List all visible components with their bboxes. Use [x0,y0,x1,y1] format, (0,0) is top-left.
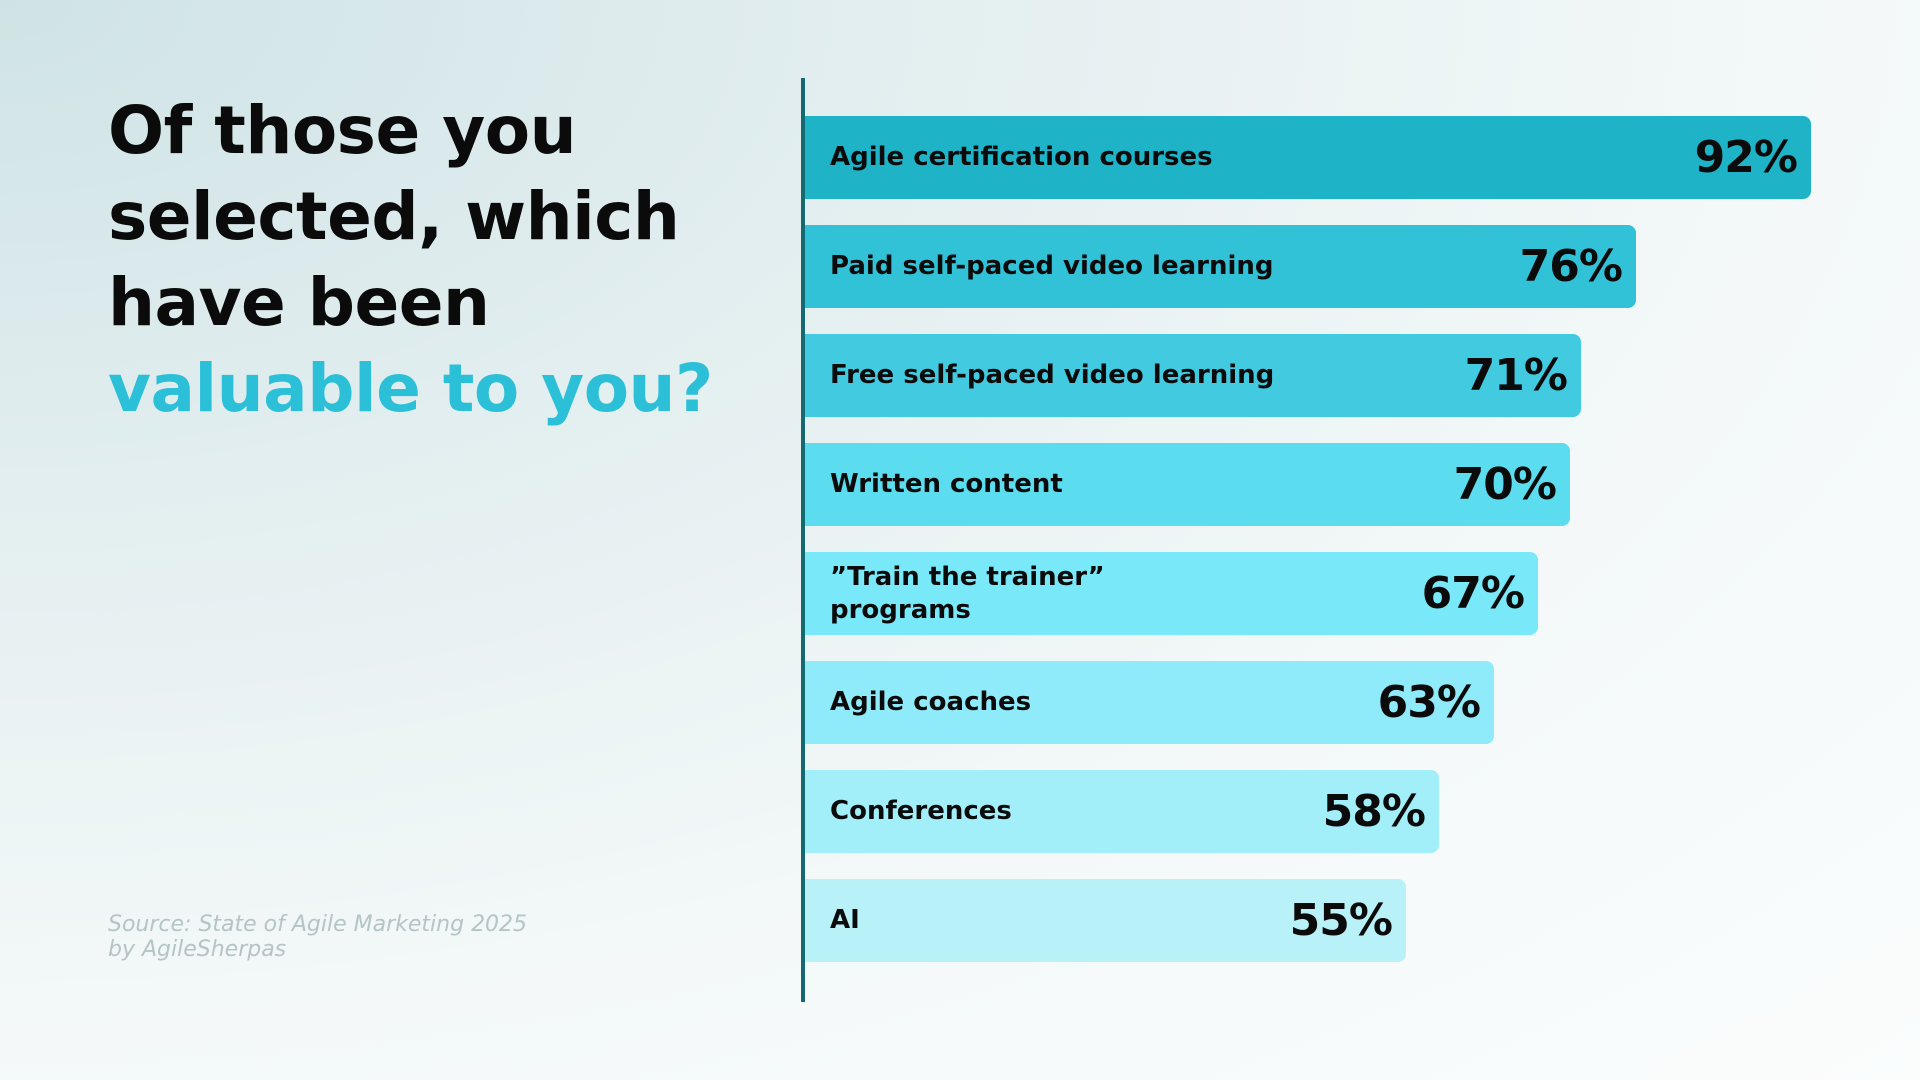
bar-category-label: Agile coaches [830,687,1032,717]
bar-category-label: Agile certification courses [830,142,1213,172]
bar-category-label: ”Train the trainer” programs [830,561,1105,625]
bar-category-label: Conferences [830,796,1012,826]
bar-value-label: 55% [1289,895,1393,946]
title-line-1: Of those you [108,92,577,169]
bar-value-label: 71% [1464,350,1568,401]
bar-chart: Agile certification courses 92% Paid self-… [805,0,1905,1080]
bar-category-label: Free self-paced video learning [830,360,1275,390]
chart-title: Of those you selected, which have been v… [108,88,768,432]
bar: Paid self-paced video learning 76% [805,225,1636,308]
title-line-2: selected, which [108,178,680,255]
bar: Conferences 58% [805,770,1439,853]
source-note: Source: State of Agile Marketing 2025 by… [108,912,527,962]
bar-category-label: Written content [830,469,1063,499]
bar-value-label: 76% [1519,241,1623,292]
bar-value-label: 58% [1322,786,1426,837]
bar-value-label: 70% [1453,459,1557,510]
bar: Agile coaches 63% [805,661,1494,744]
bar: Free self-paced video learning 71% [805,334,1581,417]
chart-axis-line [801,78,805,1002]
bar-category-label: Paid self-paced video learning [830,251,1274,281]
bar: Agile certification courses 92% [805,116,1811,199]
source-line-1: Source: State of Agile Marketing 2025 [108,912,528,937]
bar: AI 55% [805,879,1406,962]
bar: ”Train the trainer” programs 67% [805,552,1538,635]
title-line-3: have been [108,264,490,341]
title-accent-line: valuable to you? [108,350,713,427]
bar-value-label: 92% [1694,132,1798,183]
source-line-2: by AgileSherpas [108,937,287,962]
bar: Written content 70% [805,443,1570,526]
bar-value-label: 63% [1377,677,1481,728]
bar-category-label: AI [830,905,860,935]
bar-value-label: 67% [1421,568,1525,619]
